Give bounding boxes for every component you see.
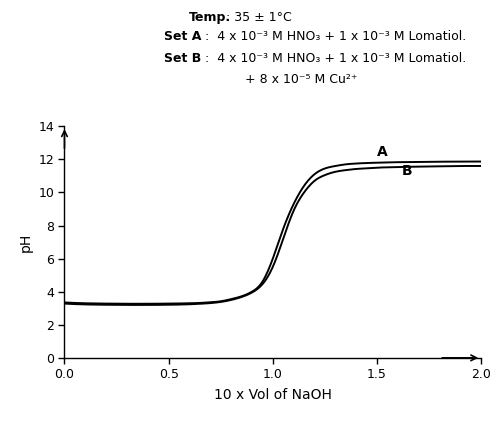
- Text: :  4 x 10⁻³ M HNO₃ + 1 x 10⁻³ M Lomatiol.: : 4 x 10⁻³ M HNO₃ + 1 x 10⁻³ M Lomatiol.: [201, 30, 466, 43]
- Text: Temp.: Temp.: [188, 11, 231, 24]
- Text: Set B: Set B: [164, 52, 201, 65]
- Text: A: A: [377, 144, 388, 159]
- Text: Set A: Set A: [164, 30, 201, 43]
- Y-axis label: pH: pH: [19, 232, 33, 252]
- Text: 10 x Vol of NaOH: 10 x Vol of NaOH: [214, 388, 332, 402]
- Text: B: B: [402, 164, 413, 179]
- Text: :  4 x 10⁻³ M HNO₃ + 1 x 10⁻³ M Lomatiol.: : 4 x 10⁻³ M HNO₃ + 1 x 10⁻³ M Lomatiol.: [201, 52, 466, 65]
- Text: : 35 ± 1°C: : 35 ± 1°C: [222, 11, 292, 24]
- Text: + 8 x 10⁻⁵ M Cu²⁺: + 8 x 10⁻⁵ M Cu²⁺: [201, 73, 358, 86]
